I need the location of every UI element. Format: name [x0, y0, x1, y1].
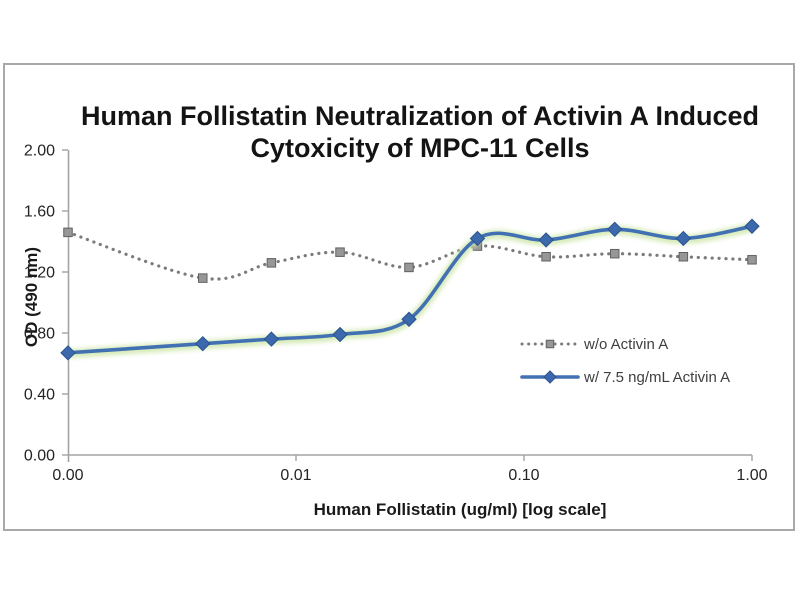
y-tick-label: 0.80 — [24, 326, 55, 343]
series-marker-w-o-activin-a — [541, 252, 551, 262]
series-marker-w-7-5-ng-ml-activin-a — [744, 218, 760, 234]
series-marker-w-7-5-ng-ml-activin-a — [195, 335, 211, 352]
series-marker-w-o-activin-a — [335, 247, 345, 257]
series-marker-w-7-5-ng-ml-activin-a — [263, 331, 280, 347]
legend-marker-w-o-activin-a — [545, 339, 555, 349]
series-marker-w-o-activin-a — [678, 252, 689, 262]
legend-label-w-7-5-ng-ml-activin-a: w/ 7.5 ng/mL Activin A — [583, 369, 730, 386]
series-marker-w-7-5-ng-ml-activin-a — [332, 326, 348, 343]
legend-label-w-o-activin-a: w/o Activin A — [583, 336, 668, 353]
series-marker-w-7-5-ng-ml-activin-a — [469, 230, 486, 247]
series-marker-w-7-5-ng-ml-activin-a — [401, 311, 417, 327]
series-line-w-7-5-ng-ml-activin-a — [66, 224, 754, 355]
y-axis-title: OD (490 nm) — [22, 247, 41, 347]
x-tick-label: 0.01 — [280, 467, 311, 484]
y-tick-label: 0.00 — [24, 448, 55, 465]
series-marker-w-7-5-ng-ml-activin-a — [538, 232, 554, 248]
series-marker-w-o-activin-a — [747, 255, 757, 265]
series-marker-w-7-5-ng-ml-activin-a — [60, 345, 76, 361]
series-marker-w-o-activin-a — [609, 248, 620, 259]
y-tick-label: 1.20 — [24, 265, 55, 282]
series-marker-w-o-activin-a — [404, 262, 414, 273]
chart-frame — [3, 63, 795, 531]
x-axis-title: Human Follistatin (ug/ml) [log scale] — [314, 500, 607, 519]
series-marker-w-o-activin-a — [198, 273, 208, 283]
series-line-w-o-activin-a — [66, 230, 754, 281]
y-tick-label: 1.60 — [24, 204, 55, 221]
y-tick-label: 2.00 — [24, 143, 55, 160]
series-marker-w-o-activin-a — [266, 258, 277, 268]
series-marker-w-o-activin-a — [63, 227, 73, 238]
y-tick-label: 0.40 — [24, 387, 55, 404]
x-tick-label: 0.10 — [508, 467, 539, 484]
series-marker-w-7-5-ng-ml-activin-a — [675, 230, 692, 247]
legend-marker-w-7-5-ng-ml-activin-a — [543, 370, 557, 384]
series-marker-w-7-5-ng-ml-activin-a — [607, 221, 623, 238]
x-tick-label: 1.00 — [736, 467, 767, 484]
chart-title-line-1: Human Follistatin Neutralization of Acti… — [81, 101, 759, 131]
x-tick-label: 0.00 — [52, 467, 83, 484]
chart-title-line-2: Cytoxicity of MPC-11 Cells — [250, 133, 589, 163]
plot-area: 0.00 0.40 0.80 1.20 1.60 2.00 0.00 0.01 0.10 1.00… — [24, 143, 768, 485]
